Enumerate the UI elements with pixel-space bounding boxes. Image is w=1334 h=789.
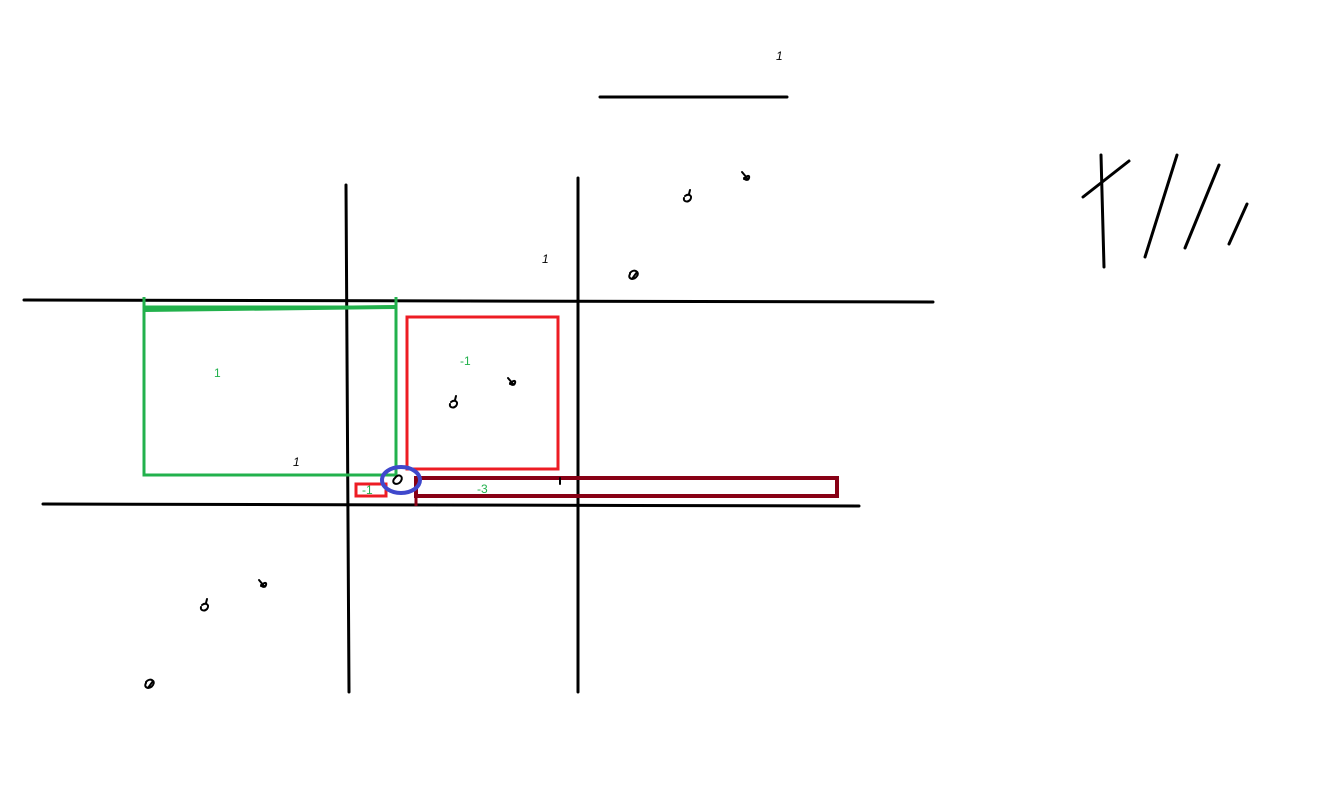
red-region: [405, 315, 560, 471]
infinity-mark-circled: [392, 474, 403, 485]
red-region-label: -1: [460, 354, 471, 368]
grid-lines: [22, 176, 935, 694]
blue-circle-highlight: [380, 465, 422, 495]
tally-marks: [1081, 153, 1249, 269]
small-red-region-label: -1: [362, 483, 373, 497]
scribble-marks: [144, 171, 751, 689]
top-one-label: 1: [776, 49, 783, 63]
green-region-label: 1: [214, 366, 221, 380]
upper-right-one: 1: [542, 252, 549, 266]
green-region: [142, 297, 398, 477]
dark-red-region-label: -3: [477, 482, 488, 496]
green-region-one: 1: [293, 455, 300, 469]
